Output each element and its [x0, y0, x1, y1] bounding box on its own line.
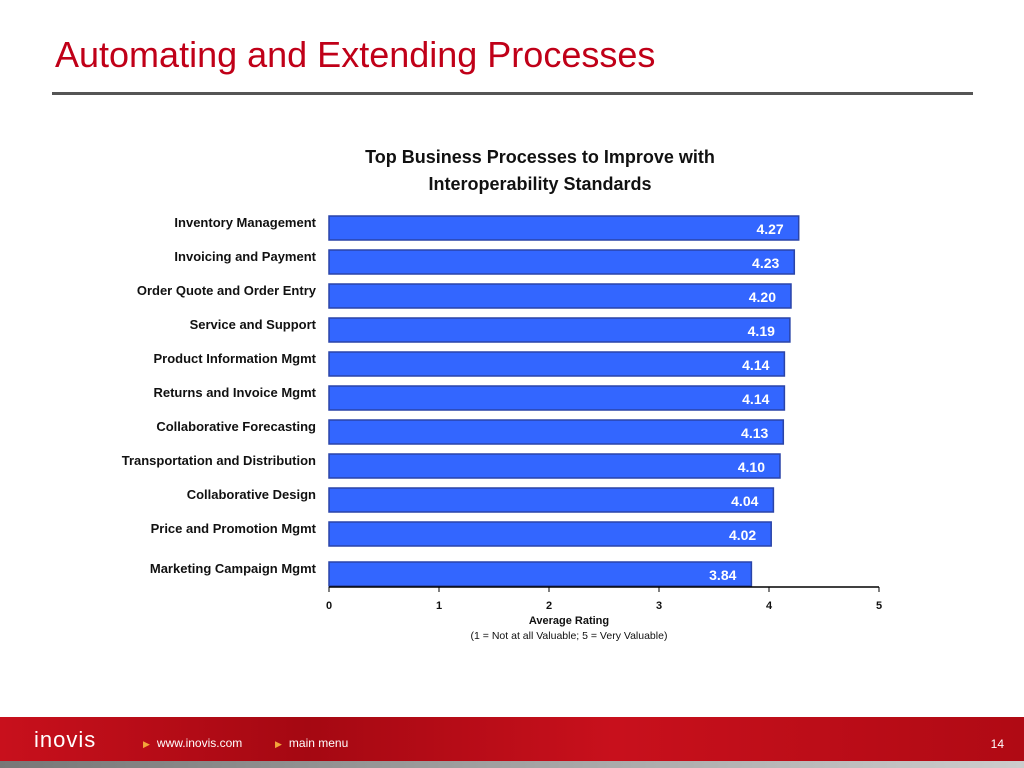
bar-chart: Top Business Processes to Improve with In… [122, 147, 882, 642]
category-label: Invoicing and Payment [174, 249, 316, 264]
footer-bar [0, 717, 1024, 761]
chart-title: Interoperability Standards [428, 174, 651, 194]
data-label: 4.02 [729, 527, 756, 543]
footer-strip [0, 761, 1024, 768]
bar [328, 283, 792, 309]
x-tick-label: 0 [326, 600, 332, 612]
main-menu-link[interactable]: ▶ main menu [275, 736, 348, 750]
category-label: Returns and Invoice Mgmt [153, 385, 316, 400]
data-label: 4.14 [742, 391, 769, 407]
chart-title: Top Business Processes to Improve with [365, 147, 715, 167]
data-label: 4.19 [748, 323, 775, 339]
category-label: Service and Support [190, 317, 317, 332]
category-label: Collaborative Forecasting [156, 419, 316, 434]
website-link-label: www.inovis.com [156, 736, 243, 750]
x-axis-label: Average Rating [529, 615, 609, 627]
arrow-icon: ▶ [143, 739, 150, 749]
category-label: Marketing Campaign Mgmt [150, 561, 317, 576]
bar [328, 419, 785, 445]
bar [328, 385, 786, 411]
slide-title: Automating and Extending Processes [55, 34, 656, 75]
data-label: 4.13 [741, 425, 768, 441]
title-divider [52, 92, 973, 95]
bar [328, 487, 775, 513]
category-label: Collaborative Design [187, 487, 316, 502]
bar [328, 249, 796, 275]
data-label: 4.27 [756, 221, 783, 237]
x-tick-label: 2 [546, 600, 552, 612]
x-tick-label: 4 [766, 600, 773, 612]
data-label: 3.84 [709, 567, 736, 583]
inovis-logo: inovis [34, 727, 97, 752]
data-label: 4.10 [738, 459, 765, 475]
category-label: Order Quote and Order Entry [137, 283, 317, 298]
x-tick-label: 1 [436, 600, 442, 612]
main-menu-link-label: main menu [288, 736, 349, 750]
x-tick-label: 3 [656, 600, 662, 612]
arrow-icon: ▶ [275, 739, 282, 749]
category-label: Product Information Mgmt [154, 351, 317, 366]
data-label: 4.04 [731, 493, 758, 509]
page-number: 14 [990, 737, 1004, 751]
category-label: Transportation and Distribution [122, 453, 316, 468]
category-label: Inventory Management [174, 215, 316, 230]
bar [328, 215, 800, 241]
x-axis-note: (1 = Not at all Valuable; 5 = Very Valua… [471, 630, 668, 642]
bar [328, 317, 791, 343]
data-label: 4.20 [749, 289, 776, 305]
data-label: 4.14 [742, 357, 769, 373]
bar [328, 351, 786, 377]
category-label: Price and Promotion Mgmt [151, 521, 317, 536]
website-link[interactable]: ▶ www.inovis.com [143, 736, 242, 750]
data-label: 4.23 [752, 255, 779, 271]
bar [328, 521, 772, 547]
bar [328, 561, 753, 587]
bar [328, 453, 781, 479]
x-tick-label: 5 [876, 600, 882, 612]
